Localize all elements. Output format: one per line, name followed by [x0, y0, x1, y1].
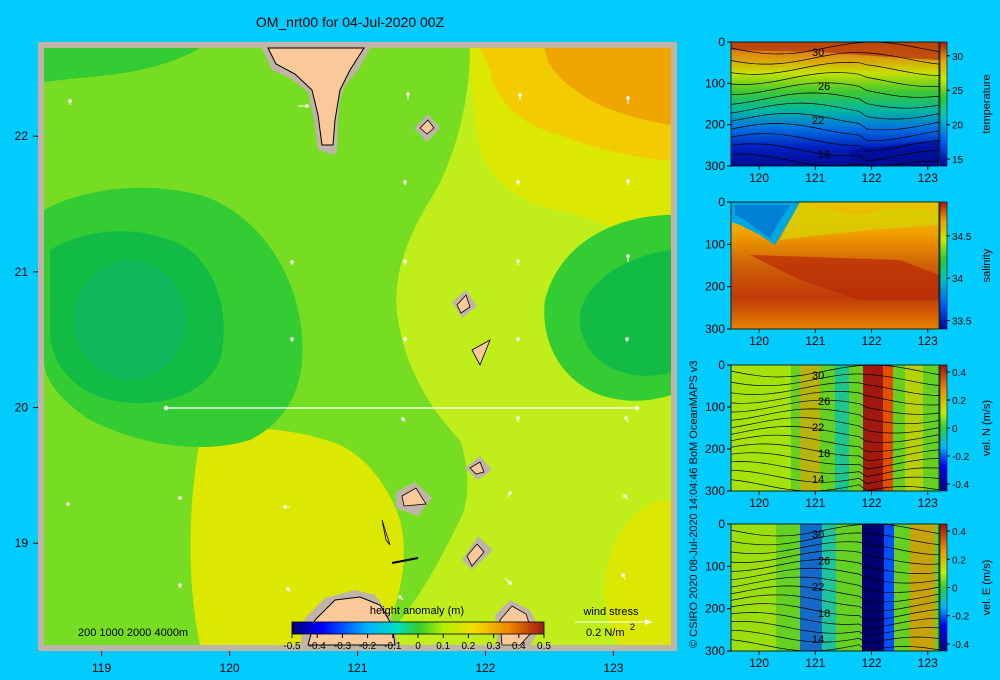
colorbar-tick-label: -0.2	[359, 641, 377, 652]
map-x-tick-label: 119	[92, 661, 111, 675]
colorbar-tick-label: -0.1	[384, 641, 402, 652]
wind-stress-scale: 0.2 N/m	[586, 627, 625, 639]
wind-vector-head	[626, 179, 630, 183]
wind-vector-head	[516, 337, 520, 341]
wind-vector-head	[518, 93, 522, 97]
colorbar-tick-label: -0.5	[283, 641, 301, 652]
wind-vector-head	[516, 416, 520, 420]
map-x-tick-label: 120	[220, 661, 240, 675]
depth-scale-label: 200 1000 2000 4000m	[78, 627, 188, 639]
colorbar-tick-label: 0.1	[436, 641, 450, 652]
wind-vector-head	[623, 494, 627, 498]
wind-vector-head	[516, 180, 520, 184]
wind-stress-vectors	[66, 92, 630, 601]
wind-vector-head	[624, 416, 628, 420]
wind-vector-head	[401, 417, 405, 421]
map-x-tick-label: 121	[347, 661, 367, 675]
wind-vector-head	[290, 260, 294, 264]
map-x-tick-label: 122	[475, 661, 495, 675]
wind-stress-scale-exponent: 2	[630, 622, 635, 632]
wind-vector-head	[68, 99, 72, 103]
wind-vector-head	[403, 180, 407, 184]
wind-vector-head	[290, 337, 294, 341]
wind-vector-head	[178, 583, 182, 587]
wind-vector-head	[283, 505, 287, 509]
colorbar-tick-label: -0.4	[309, 641, 327, 652]
wind-vector-head	[178, 496, 182, 500]
colorbar-tick-label: 0	[415, 641, 421, 652]
wind-vector-head	[66, 502, 70, 506]
colorbar-tick-label: 0.2	[461, 641, 475, 652]
chart-title: OM_nrt00 for 04-Jul-2020 00Z	[255, 14, 445, 30]
wind-vector-head	[516, 259, 520, 263]
wind-vector-head	[626, 96, 630, 100]
wind-vector-head	[403, 259, 407, 263]
wind-vector-head	[508, 491, 512, 495]
wind-stress-legend: wind stress 0.2 N/m 2	[575, 606, 652, 639]
map-y-tick-label: 22	[15, 129, 29, 143]
wind-vector-head	[626, 254, 630, 258]
wind-vector-head	[398, 595, 402, 599]
map-x-tick-label: 123	[603, 661, 623, 675]
map-y-tick-label: 21	[15, 265, 29, 279]
credit-text: © CSIRO 2020 08-Jul-2020 14:04:46 BoM Oc…	[688, 360, 700, 648]
wind-stress-label: wind stress	[582, 606, 639, 618]
colorbar-tick-label: 0.4	[512, 641, 526, 652]
colorbar-tick-label: -0.3	[334, 641, 352, 652]
wind-vector-head	[406, 92, 410, 96]
section-line	[163, 405, 640, 411]
height-anomaly-field	[44, 48, 671, 645]
wind-vector-head	[625, 337, 629, 341]
height-anomaly-colorbar: height anomaly (m) -0.5 -0.4 -0.3 -0.2 -0.1 0…	[283, 605, 551, 652]
colorbar-label: height anomaly (m)	[370, 605, 464, 617]
map-y-axis: 22 21 20 19	[15, 129, 38, 550]
colorbar-tick-label: 0.5	[537, 641, 551, 652]
map-y-tick-label: 20	[15, 401, 29, 415]
wind-vector-head	[286, 587, 290, 591]
wind-vector-head	[403, 337, 407, 341]
map-y-tick-label: 19	[15, 536, 29, 550]
wind-vector-head	[621, 573, 625, 577]
map-x-axis: 119 120 121 122 123	[92, 651, 624, 675]
wind-vector-head	[305, 104, 309, 108]
wind-vector-head	[508, 581, 512, 585]
colorbar-tick-label: 0.3	[487, 641, 501, 652]
